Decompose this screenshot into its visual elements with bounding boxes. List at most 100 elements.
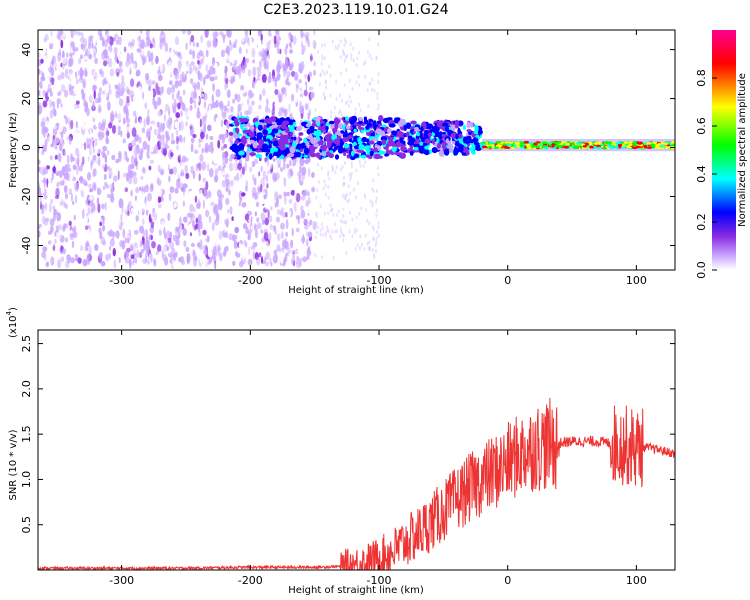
heatmap-cell [377,221,380,226]
heatmap-cell [366,241,369,246]
heatmap-cell [147,108,150,117]
heatmap-cell [368,245,371,250]
heatmap-cell [407,135,413,139]
heatmap-cell [289,159,292,167]
heatmap-cell [65,203,68,209]
heatmap-cell [201,147,205,154]
heatmap-cell [104,244,108,254]
heatmap-cell [435,126,440,133]
heatmap-cell [214,75,218,81]
heatmap-cell [192,49,196,60]
heatmap-cell [364,195,367,200]
heatmap-cell [342,238,345,243]
heatmap-cell [225,245,229,252]
heatmap-cell [122,138,127,145]
heatmap-cell [334,45,337,50]
heatmap-cell [43,37,47,43]
heatmap-cell [181,260,186,266]
heatmap-cell [268,232,272,242]
heatmap-cell [152,37,155,43]
heatmap-cell [164,170,170,177]
heatmap-cell [373,237,375,242]
heatmap-cell [272,177,278,182]
heatmap-cell [223,144,228,149]
heatmap-cell [69,175,73,183]
heatmap-cell [345,101,347,106]
heatmap-cell [209,136,214,140]
heatmap-cell [295,98,298,104]
heatmap-cell [89,188,93,193]
heatmap-cell [102,185,106,190]
heatmap-cell [222,251,227,257]
heatmap-cell [289,64,294,69]
heatmap-cell [301,166,307,176]
heatmap-cell [175,50,178,56]
heatmap-cell [275,253,278,264]
heatmap-cell [202,92,208,101]
heatmap-cell [296,256,299,261]
heatmap-cell [128,258,132,266]
heatmap-cell [80,54,83,60]
heatmap-cell [38,52,41,58]
heatmap-cell [73,47,79,52]
heatmap-cell [79,66,83,77]
heatmap-cell [284,252,288,263]
heatmap-cell [353,145,360,150]
heatmap-cell [184,73,187,82]
heatmap-cell [455,133,459,140]
heatmap-cell [270,200,275,208]
heatmap-cell [198,143,201,148]
heatmap-cell [550,141,557,144]
heatmap-cell [139,225,144,234]
heatmap-cell [322,92,325,97]
heatmap-cell [229,39,232,46]
heatmap-cell [306,205,311,214]
heatmap-cell [57,231,62,240]
heatmap-cell [98,157,101,167]
heatmap-cell [345,40,348,45]
heatmap-cell [142,91,145,100]
heatmap-cell [156,90,161,96]
heatmap-cell [352,46,355,51]
y-tick-label: -40 [20,237,33,255]
heatmap-cell [144,177,149,187]
heatmap-cell [307,191,310,197]
heatmap-cell [180,172,185,177]
heatmap-cell [44,142,48,153]
heatmap-cell [177,102,181,110]
heatmap-cell [330,114,333,119]
heatmap-cell [133,45,136,53]
heatmap-cell [67,36,73,44]
heatmap-cell [92,36,97,46]
heatmap-cell [324,134,332,141]
heatmap-cell [249,53,252,60]
heatmap-cell [217,165,222,172]
heatmap-cell [299,165,302,174]
heatmap-cell [187,144,190,152]
heatmap-cell [72,231,78,239]
heatmap-cell [64,164,68,173]
heatmap-cell [113,206,118,211]
heatmap-cell [314,107,317,112]
heatmap-cell [351,234,354,239]
heatmap-cell [220,119,224,128]
heatmap-cell [639,141,643,145]
heatmap-cell [162,148,168,157]
heatmap-cell [120,130,123,138]
heatmap-cell [563,145,569,149]
heatmap-cell [247,122,251,127]
heatmap-cell [189,49,193,55]
heatmap-cell [444,126,450,132]
heatmap-cell [323,211,326,216]
heatmap-cell [267,157,270,167]
heatmap-cell [376,208,379,213]
heatmap-cell [83,142,87,151]
heatmap-cell [180,110,183,117]
heatmap-cell [177,60,182,69]
heatmap-cell [49,240,55,247]
heatmap-cell [471,150,476,155]
heatmap-cell [571,142,575,145]
heatmap-cell [74,194,78,204]
heatmap-cell [145,255,147,264]
heatmap-cell [366,88,369,93]
